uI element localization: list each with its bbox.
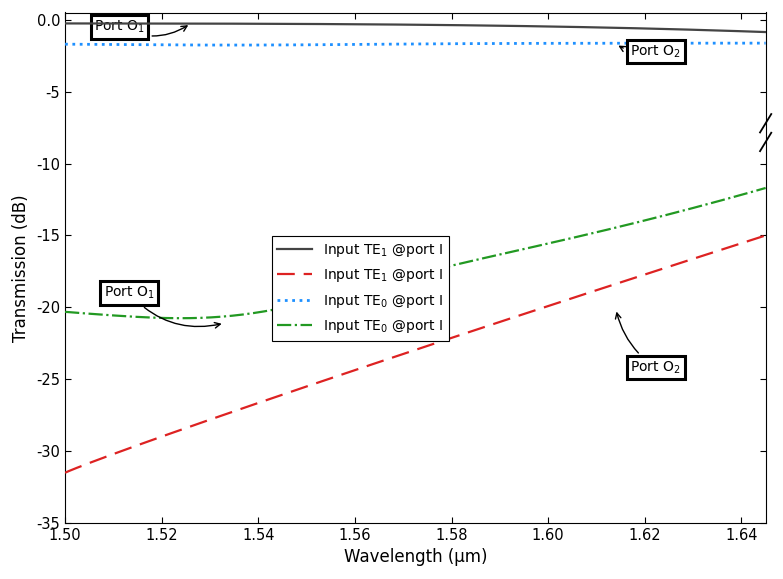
Y-axis label: Transmission (dB): Transmission (dB) [13, 194, 31, 342]
Text: Port O$_1$: Port O$_1$ [103, 285, 220, 328]
Text: Port O$_2$: Port O$_2$ [615, 313, 681, 376]
Text: Port O$_1$: Port O$_1$ [94, 19, 187, 36]
X-axis label: Wavelength (μm): Wavelength (μm) [344, 548, 487, 566]
Text: Port O$_2$: Port O$_2$ [619, 43, 681, 60]
Legend: Input TE$_1$ @port I, Input TE$_1$ @port I, Input TE$_0$ @port I, Input TE$_0$ @: Input TE$_1$ @port I, Input TE$_1$ @port… [272, 236, 449, 340]
